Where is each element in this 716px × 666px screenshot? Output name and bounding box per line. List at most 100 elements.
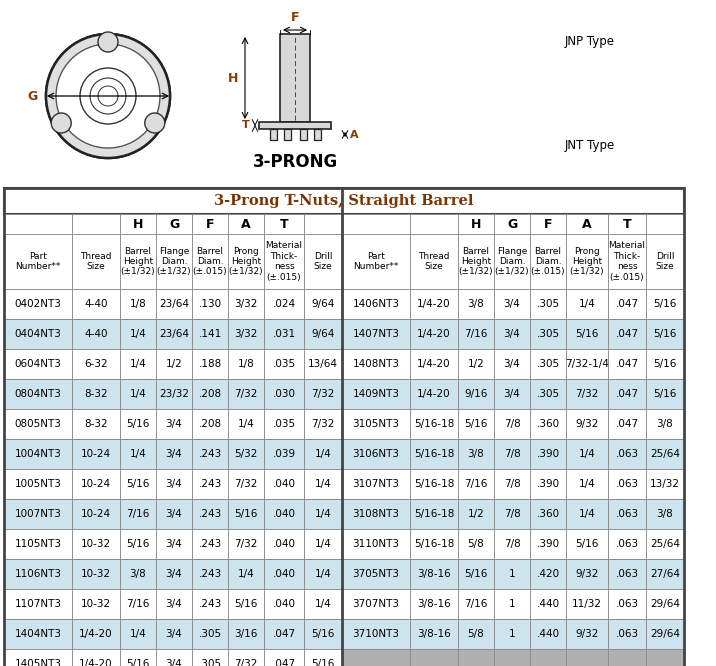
Bar	[264, 589, 304, 619]
Bar	[72, 319, 120, 349]
Text: 1408NT3: 1408NT3	[352, 359, 400, 369]
Bar	[4, 214, 72, 234]
Text: .030: .030	[273, 389, 296, 399]
Bar	[120, 529, 156, 559]
Bar	[530, 469, 566, 499]
Text: Part
Number**: Part Number**	[353, 252, 399, 271]
Bar	[264, 409, 304, 439]
Text: 3707NT3: 3707NT3	[352, 599, 400, 609]
Text: 9/32: 9/32	[576, 629, 599, 639]
Bar	[608, 379, 646, 409]
Bar	[566, 469, 608, 499]
Text: G: G	[169, 218, 179, 230]
Bar	[4, 439, 72, 469]
Bar	[608, 439, 646, 469]
Text: G: G	[507, 218, 517, 230]
Bar	[192, 349, 228, 379]
Bar	[304, 289, 342, 319]
Text: 1/4: 1/4	[579, 509, 596, 519]
Text: 1/4: 1/4	[238, 419, 254, 429]
Bar	[494, 349, 530, 379]
Bar	[4, 649, 72, 666]
Bar	[566, 319, 608, 349]
Bar	[494, 439, 530, 469]
Text: Thread
Size: Thread Size	[80, 252, 112, 271]
Bar	[646, 409, 684, 439]
Bar	[566, 619, 608, 649]
Bar	[264, 649, 304, 666]
Bar	[228, 529, 264, 559]
Bar	[228, 289, 264, 319]
Bar	[156, 499, 192, 529]
Bar	[120, 289, 156, 319]
Bar	[494, 589, 530, 619]
Bar	[458, 409, 494, 439]
Bar	[264, 499, 304, 529]
Bar	[120, 349, 156, 379]
Bar	[342, 499, 410, 529]
Text: 29/64: 29/64	[650, 599, 680, 609]
Bar	[410, 349, 458, 379]
Bar	[120, 559, 156, 589]
Bar	[228, 469, 264, 499]
Text: 1/4: 1/4	[314, 509, 332, 519]
Bar	[342, 589, 410, 619]
Bar	[458, 649, 494, 666]
Text: 1/4: 1/4	[130, 629, 146, 639]
Text: .243: .243	[198, 479, 222, 489]
Text: JNT Type: JNT Type	[565, 139, 615, 153]
Text: 5/16-18: 5/16-18	[414, 539, 454, 549]
Bar	[566, 529, 608, 559]
Bar	[494, 649, 530, 666]
Bar	[156, 439, 192, 469]
Text: .440: .440	[536, 629, 560, 639]
Text: 7/8: 7/8	[503, 449, 521, 459]
Bar	[304, 319, 342, 349]
Text: .035: .035	[272, 359, 296, 369]
Text: 1409NT3: 1409NT3	[352, 389, 400, 399]
Text: .305: .305	[536, 329, 560, 339]
Text: 7/8: 7/8	[503, 419, 521, 429]
Bar	[530, 289, 566, 319]
Bar	[494, 289, 530, 319]
Text: 1/4-20: 1/4-20	[417, 389, 451, 399]
Bar	[72, 559, 120, 589]
Bar	[458, 234, 494, 289]
Text: 1/4: 1/4	[314, 539, 332, 549]
Text: Drill
Size: Drill Size	[656, 252, 674, 271]
Bar	[494, 234, 530, 289]
Bar	[192, 214, 228, 234]
Text: 3/8: 3/8	[657, 419, 673, 429]
Text: 1/4: 1/4	[579, 479, 596, 489]
Bar	[530, 589, 566, 619]
Circle shape	[145, 113, 165, 133]
Text: 3/8: 3/8	[468, 449, 485, 459]
Text: 5/16: 5/16	[126, 659, 150, 666]
Text: 0604NT3: 0604NT3	[14, 359, 62, 369]
Text: 1: 1	[508, 629, 516, 639]
Bar	[192, 439, 228, 469]
Text: .040: .040	[273, 569, 296, 579]
Text: T: T	[280, 218, 289, 230]
Text: .063: .063	[616, 509, 639, 519]
Text: 1/4: 1/4	[579, 299, 596, 309]
Bar	[192, 289, 228, 319]
Bar	[342, 214, 410, 234]
Text: .360: .360	[536, 419, 560, 429]
Bar	[304, 234, 342, 289]
Text: 7/32: 7/32	[311, 419, 334, 429]
Bar	[646, 349, 684, 379]
Text: 7/16: 7/16	[464, 329, 488, 339]
Bar	[72, 214, 120, 234]
Bar	[458, 559, 494, 589]
Bar	[410, 589, 458, 619]
Bar	[228, 409, 264, 439]
Bar	[304, 559, 342, 589]
Text: 1/8: 1/8	[238, 359, 254, 369]
Bar	[264, 439, 304, 469]
Text: .040: .040	[273, 509, 296, 519]
Bar	[192, 379, 228, 409]
Bar	[120, 499, 156, 529]
Bar	[608, 529, 646, 559]
Bar	[304, 649, 342, 666]
